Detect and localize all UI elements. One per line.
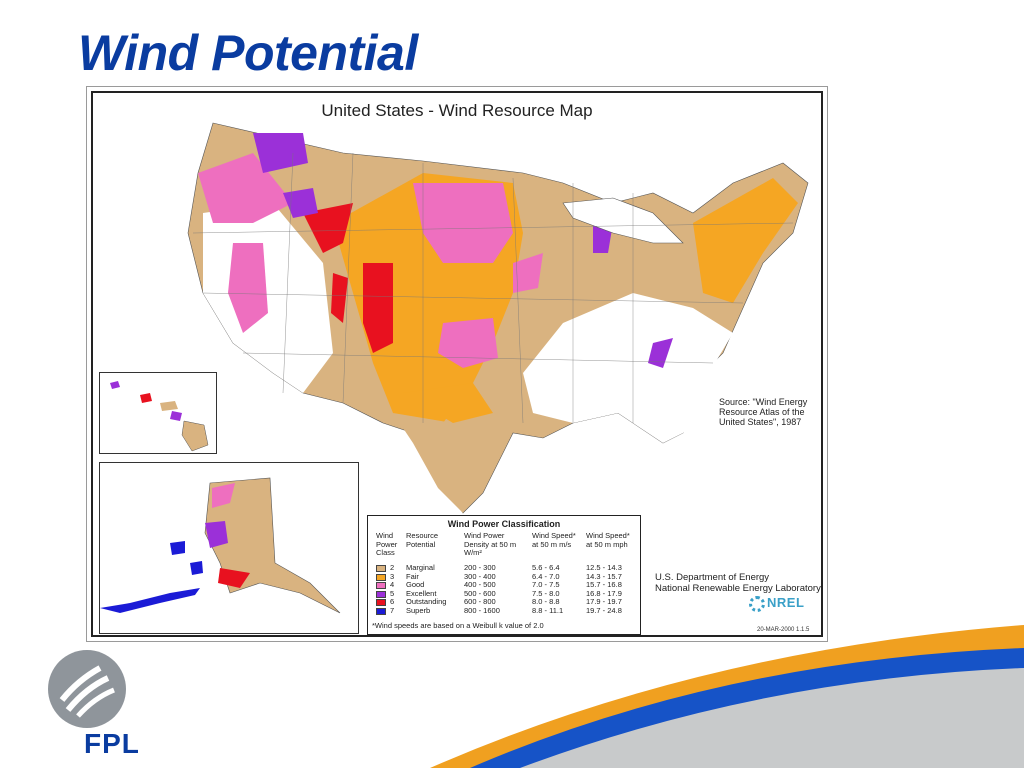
- alaska-map: [100, 477, 341, 614]
- legend-row: 7 Superb 800 - 1600 8.8 - 11.1 19.7 - 24.8: [376, 605, 638, 616]
- map-title: United States - Wind Resource Map: [321, 101, 593, 120]
- agency-credit: U.S. Department of Energy National Renew…: [655, 572, 835, 594]
- us-map-graphic: [187, 122, 809, 514]
- legend-swatch: [376, 565, 386, 572]
- legend-speed-ms: 6.4 - 7.0: [532, 571, 560, 581]
- map-date-stamp: 20-MAR-2000 1.1.5: [757, 627, 810, 633]
- great-lakes: [562, 197, 684, 244]
- legend-density: 300 - 400: [464, 571, 496, 581]
- legend-speed-ms: 7.5 - 8.0: [532, 588, 560, 598]
- southeast-low-wind: [523, 293, 733, 443]
- legend-potential: Fair: [406, 571, 419, 581]
- legend-row: 6 Outstanding 600 - 800 8.0 - 8.8 17.9 - 19.…: [376, 597, 638, 607]
- legend-speed-ms: 7.0 - 7.5: [532, 580, 560, 589]
- legend-density: 500 - 600: [464, 588, 496, 598]
- map-source-note: Source: "Wind Energy Resource Atlas of t…: [719, 397, 808, 427]
- rockies-outstanding: [303, 203, 353, 253]
- legend-potential: Superb: [406, 605, 431, 615]
- legend-row: 3 Fair 300 - 400 6.4 - 7.0 14.3 - 15.7: [376, 571, 638, 582]
- legend-footnote: *Wind speeds are based on a Weibull k va…: [372, 621, 544, 630]
- legend-row: 2 Marginal 200 - 300 5.6 - 6.4 12.5 - 14.3: [376, 563, 638, 573]
- legend-row: 5 Excellent 500 - 600 7.5 - 8.0 16.8 - 17.9: [376, 588, 638, 599]
- legend-speed-ms: 8.0 - 8.8: [532, 597, 560, 606]
- legend-potential: Good: [406, 580, 425, 589]
- legend-row: 4 Good 400 - 500 7.0 - 7.5 15.7 - 16.8: [376, 580, 638, 590]
- fpl-logo-mark: [48, 650, 126, 728]
- legend-speed-mph: 17.9 - 19.7: [586, 597, 622, 606]
- slide-title: Wind Potential: [78, 25, 418, 81]
- legend-header-density: Wind Power Density at 50 m W/m²: [464, 531, 517, 557]
- legend-swatch: [376, 573, 386, 581]
- hawaii-inset: [99, 372, 217, 454]
- agency-line-1: U.S. Department of Energy: [655, 572, 770, 583]
- legend-density: 800 - 1600: [464, 605, 500, 615]
- legend-potential: Marginal: [406, 563, 435, 572]
- map-panel: United States - Wind Resource Map: [91, 91, 823, 637]
- logo-stripes-icon: [59, 665, 115, 718]
- legend-header-speed-mph: Wind Speed* at 50 m mph: [586, 531, 630, 549]
- wind-power-legend: Wind Power Classification Wind Power Cla…: [367, 515, 641, 635]
- legend-title: Wind Power Classification: [447, 519, 561, 529]
- legend-rows: 2 Marginal 200 - 300 5.6 - 6.4 12.5 - 14.3 3 F…: [376, 563, 638, 616]
- legend-speed-mph: 15.7 - 16.8: [586, 580, 622, 589]
- legend-swatch: [376, 599, 386, 606]
- legend-swatch: [376, 607, 386, 615]
- legend-header-speed-ms: Wind Speed* at 50 m m/s: [532, 531, 576, 549]
- legend-potential: Outstanding: [406, 597, 447, 606]
- legend-speed-mph: 16.8 - 17.9: [586, 588, 622, 598]
- wind-resource-map: United States - Wind Resource Map: [86, 86, 828, 642]
- legend-speed-mph: 19.7 - 24.8: [586, 605, 622, 615]
- hawaii-islands: [110, 381, 209, 452]
- legend-class: 7: [390, 605, 395, 615]
- legend-class: 4: [390, 580, 395, 589]
- legend-speed-ms: 8.8 - 11.1: [532, 605, 564, 615]
- legend-speed-mph: 12.5 - 14.3: [586, 563, 622, 572]
- legend-density: 400 - 500: [464, 580, 496, 589]
- legend-class: 5: [390, 588, 395, 598]
- legend-header-class: Wind Power Class: [376, 531, 398, 557]
- fpl-logo-text: FPL: [84, 728, 140, 759]
- sun-icon: [749, 595, 765, 612]
- legend-density: 600 - 800: [464, 597, 496, 606]
- legend-class: 2: [390, 563, 395, 572]
- legend-header-potential: Resource Potential: [406, 531, 439, 549]
- legend-class: 6: [390, 597, 395, 606]
- legend-speed-ms: 5.6 - 6.4: [532, 563, 560, 572]
- legend-swatch: [376, 582, 386, 589]
- agency-line-2: National Renewable Energy Laboratory: [655, 583, 821, 594]
- plains-good: [413, 183, 513, 263]
- nrel-logo: NREL: [749, 595, 819, 619]
- legend-class: 3: [390, 571, 395, 581]
- legend-density: 200 - 300: [464, 563, 496, 572]
- legend-potential: Excellent: [406, 588, 437, 598]
- legend-swatch: [376, 590, 386, 598]
- alaska-inset: [99, 462, 359, 634]
- legend-speed-mph: 14.3 - 15.7: [586, 571, 622, 581]
